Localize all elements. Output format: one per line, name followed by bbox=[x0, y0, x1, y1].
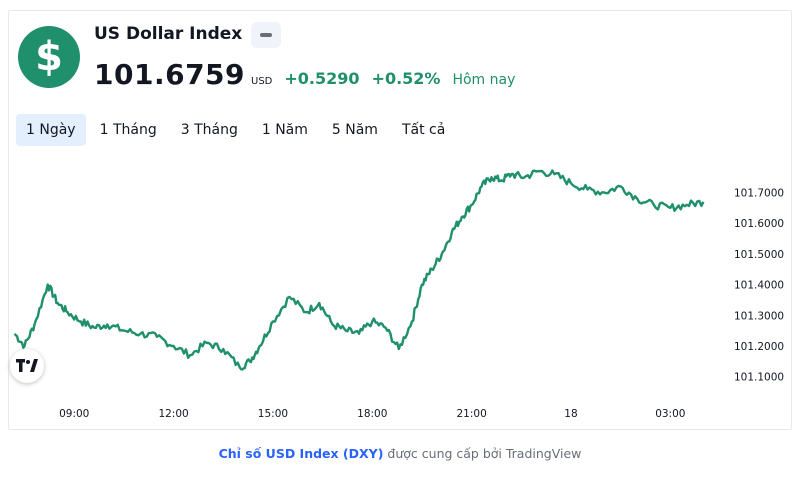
attribution-text: được cung cấp bởi TradingView bbox=[387, 446, 582, 461]
price-series-line bbox=[13, 169, 705, 371]
tradingview-mark-icon bbox=[16, 359, 38, 372]
x-tick-label: 03:00 bbox=[655, 408, 685, 420]
y-tick-label: 101.6000 bbox=[734, 218, 784, 230]
y-tick-label: 101.3000 bbox=[734, 310, 784, 322]
x-tick-label: 18:00 bbox=[357, 408, 387, 420]
currency-label: USD bbox=[251, 76, 273, 87]
dollar-logo-icon: $ bbox=[18, 26, 80, 88]
y-tick-label: 101.2000 bbox=[734, 341, 784, 353]
y-tick-label: 101.7000 bbox=[734, 188, 784, 200]
tradingview-logo-icon[interactable] bbox=[10, 349, 44, 383]
x-tick-label: 09:00 bbox=[59, 408, 89, 420]
x-tick-label: 15:00 bbox=[258, 408, 288, 420]
change-percent: +0.52% bbox=[371, 69, 441, 88]
range-tab[interactable]: Tất cả bbox=[401, 122, 446, 138]
change-absolute: +0.5290 bbox=[284, 69, 360, 88]
current-price: 101.6759 bbox=[94, 58, 246, 91]
attribution-footer: Chỉ số USD Index (DXY) được cung cấp bởi… bbox=[0, 446, 800, 461]
y-tick-label: 101.5000 bbox=[734, 249, 784, 261]
price-row: 101.6759 USD +0.5290 +0.52% Hôm nay bbox=[94, 58, 515, 91]
instrument-title: US Dollar Index bbox=[94, 24, 243, 44]
range-tab[interactable]: 1 Tháng bbox=[99, 122, 157, 138]
period-label: Hôm nay bbox=[452, 72, 516, 88]
x-tick-label: 18 bbox=[564, 408, 577, 420]
dxy-link[interactable]: Chỉ số USD Index (DXY) bbox=[218, 446, 384, 461]
x-tick-label: 12:00 bbox=[158, 408, 188, 420]
range-tab[interactable]: 1 Năm bbox=[261, 122, 308, 138]
y-tick-label: 101.1000 bbox=[734, 372, 784, 384]
x-tick-label: 21:00 bbox=[456, 408, 486, 420]
chart-card bbox=[8, 10, 792, 430]
range-tab[interactable]: 3 Tháng bbox=[180, 122, 238, 138]
range-tabs: 1 Ngày 1 Tháng 3 Tháng 1 Năm 5 Năm Tất cả bbox=[16, 114, 459, 146]
y-tick-label: 101.4000 bbox=[734, 280, 784, 292]
range-tab[interactable]: 1 Ngày bbox=[16, 114, 86, 146]
range-tab[interactable]: 5 Năm bbox=[331, 122, 378, 138]
minus-badge-icon[interactable] bbox=[251, 22, 281, 48]
price-line-chart: 101.1000 101.2000 101.3000 101.4000 101.5000… bbox=[13, 169, 784, 420]
